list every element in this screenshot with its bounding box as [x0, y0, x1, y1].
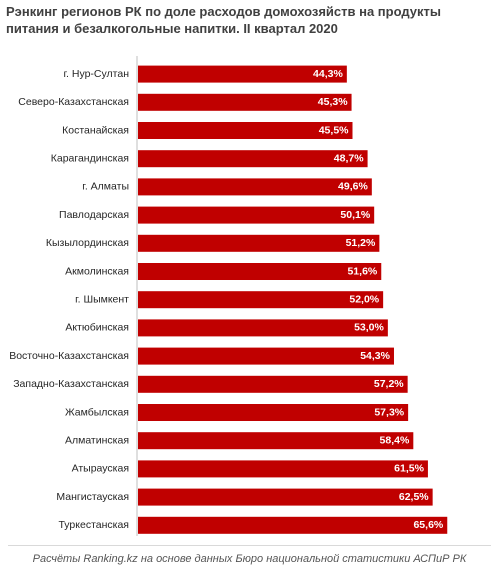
bar: [138, 234, 380, 252]
category-label: Акмолинская: [65, 265, 129, 277]
category-label: Павлодарская: [59, 209, 129, 221]
category-label: г. Алматы: [82, 181, 129, 193]
data-label: 44,3%: [313, 68, 343, 80]
category-label: Западно-Казахстанская: [13, 378, 129, 390]
chart-title: Рэнкинг регионов РК по доле расходов дом…: [6, 3, 486, 37]
category-label: Мангистауская: [56, 491, 129, 503]
source-note: Расчёты Ranking.kz на основе данных Бюро…: [32, 553, 467, 565]
data-label: 57,2%: [374, 378, 404, 390]
bar: [138, 206, 375, 224]
category-label: Восточно-Казахстанская: [9, 350, 129, 362]
bar: [138, 488, 433, 506]
category-label: Атырауская: [72, 463, 129, 475]
data-label: 53,0%: [354, 322, 384, 334]
bar: [138, 347, 394, 365]
data-label: 51,6%: [347, 265, 377, 277]
data-label: 52,0%: [349, 293, 379, 305]
bar: [138, 319, 388, 337]
bar: [138, 432, 414, 450]
bar: [138, 93, 352, 111]
category-label: Костанайская: [62, 124, 129, 136]
bar: [138, 375, 408, 393]
bar: [138, 65, 347, 83]
category-label: Туркестанская: [58, 519, 129, 531]
bar: [138, 263, 382, 280]
bar: [138, 178, 372, 196]
data-label: 57,3%: [374, 406, 404, 418]
category-label: Кызылординская: [46, 237, 129, 249]
bar: [138, 291, 384, 309]
data-label: 62,5%: [399, 491, 429, 503]
bar: [138, 460, 428, 478]
bar-chart: г. Нур-Султан 44,3% Северо-Казахстанская 45…: [9, 56, 448, 540]
category-label: Актюбинская: [65, 322, 129, 334]
footer-divider: [8, 545, 491, 546]
category-label: Карагандинская: [51, 152, 129, 164]
data-label: 54,3%: [360, 350, 390, 362]
data-label: 51,2%: [346, 237, 376, 249]
category-label: г. Шымкент: [75, 293, 129, 305]
data-label: 45,3%: [318, 96, 348, 108]
data-label: 61,5%: [394, 463, 424, 475]
bar: [138, 516, 448, 534]
data-label: 65,6%: [413, 519, 443, 531]
bar: [138, 404, 409, 421]
bar: [138, 150, 368, 168]
category-label: Северо-Казахстанская: [18, 96, 129, 108]
chart-plot-area: г. Нур-Султан 44,3% Северо-Казахстанская 45…: [0, 56, 499, 540]
data-label: 50,1%: [340, 209, 370, 221]
data-label: 48,7%: [334, 152, 364, 164]
bar: [138, 122, 353, 139]
data-label: 49,6%: [338, 181, 368, 193]
category-label: Алматинская: [65, 434, 129, 446]
data-label: 45,5%: [319, 124, 349, 136]
chart-title-line-1: Рэнкинг регионов РК по доле расходов дом…: [6, 4, 441, 19]
data-label: 58,4%: [380, 434, 410, 446]
category-label: г. Нур-Султан: [64, 68, 130, 80]
chart-title-line-2: питания и безалкогольные напитки. II ква…: [6, 21, 338, 36]
category-label: Жамбылская: [65, 406, 129, 418]
